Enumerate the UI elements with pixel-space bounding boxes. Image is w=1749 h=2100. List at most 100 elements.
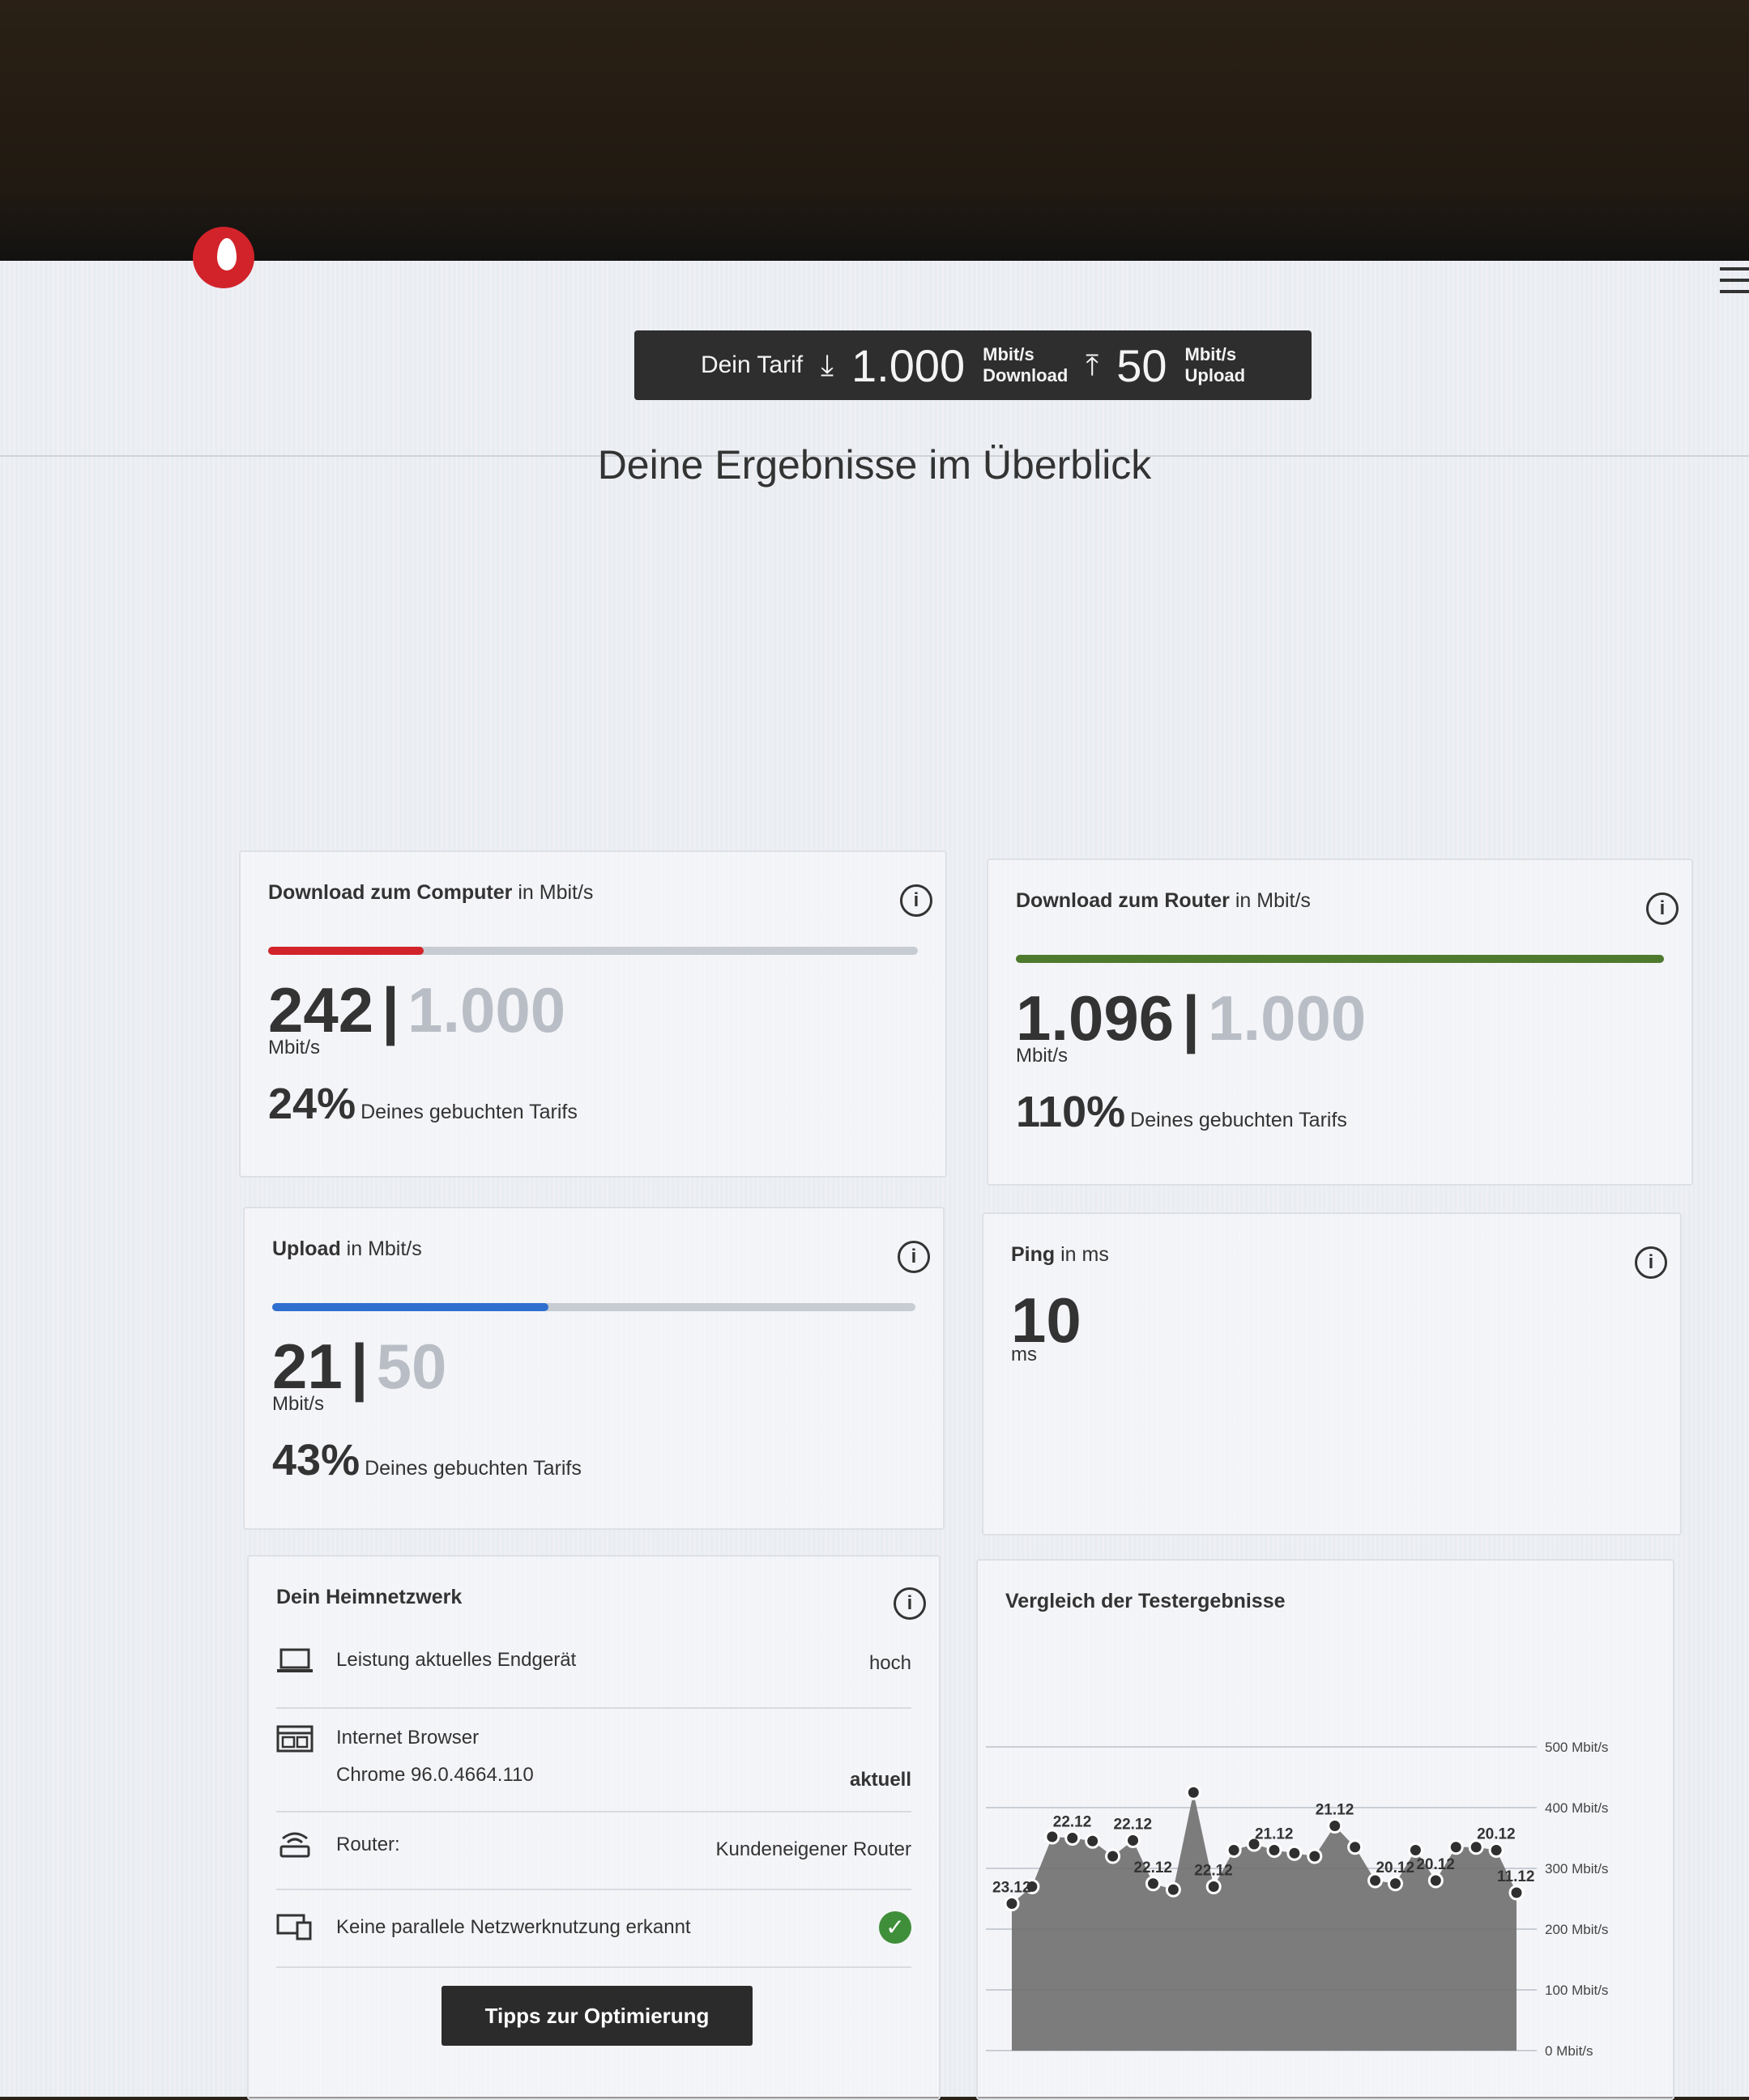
top-navigation — [0, 261, 1749, 457]
data-point — [1427, 1872, 1444, 1889]
list-item: Internet Browser Chrome 96.0.4664.110 ak… — [276, 1707, 911, 1812]
data-point — [1488, 1842, 1504, 1858]
data-point — [1286, 1845, 1303, 1861]
unit-label: Mbit/s — [272, 1393, 325, 1415]
unit-label: Mbit/s — [1016, 1045, 1069, 1067]
data-point — [1246, 1836, 1262, 1852]
card-title: Download zum Computer in Mbit/s — [268, 881, 594, 904]
browser-icon — [276, 1725, 314, 1753]
download-arrow-icon: ⤓ — [821, 347, 834, 381]
data-point — [1327, 1818, 1343, 1834]
monitor-bezel — [0, 0, 1749, 267]
progress-fill — [268, 947, 424, 955]
point-label: 22.12 — [1133, 1859, 1172, 1876]
data-point — [1145, 1876, 1161, 1892]
y-tick-label: 500 Mbit/s — [1545, 1740, 1608, 1755]
info-icon[interactable]: i — [894, 1587, 926, 1620]
vodafone-logo[interactable] — [193, 227, 254, 288]
data-point — [1307, 1848, 1323, 1864]
progress-fill — [1016, 955, 1664, 963]
data-point — [1508, 1885, 1525, 1901]
hamburger-icon[interactable] — [1720, 267, 1749, 301]
point-label: 20.12 — [1477, 1826, 1516, 1843]
data-point — [1064, 1830, 1081, 1846]
point-label: 22.12 — [1053, 1814, 1092, 1831]
percent-value: 43% Deines gebuchten Tarifs — [272, 1436, 582, 1484]
check-icon: ✓ — [879, 1911, 911, 1944]
unit-label: Mbit/s — [268, 1037, 321, 1059]
measured-value: 242 | 1.000 — [268, 974, 566, 1046]
point-label: 20.12 — [1376, 1859, 1414, 1876]
laptop-icon — [277, 1648, 313, 1672]
vergleich-card: Vergleich der Testergebnisse 0 Mbit/s 100… — [976, 1559, 1674, 2100]
data-point — [1205, 1879, 1222, 1894]
card-title: Download zum Router in Mbit/s — [1016, 889, 1311, 912]
progress-bar — [272, 1303, 915, 1311]
y-tick-label: 200 Mbit/s — [1545, 1922, 1608, 1937]
point-label: 23.12 — [992, 1880, 1031, 1897]
list-item: Router: Kundeneigener Router — [276, 1811, 911, 1890]
data-point — [1367, 1872, 1384, 1889]
ping-value: 10 — [1011, 1284, 1081, 1356]
point-label: 21.12 — [1255, 1826, 1294, 1843]
download-computer-card: Download zum Computer in Mbit/s i 242 | 1.… — [239, 850, 947, 1178]
card-title: Upload in Mbit/s — [272, 1237, 422, 1260]
data-point — [1185, 1784, 1201, 1800]
progress-bar — [1016, 955, 1664, 963]
y-tick-label: 100 Mbit/s — [1545, 1983, 1608, 1998]
upload-arrow-icon: ⤒ — [1086, 347, 1099, 381]
devices-icon — [276, 1914, 312, 1940]
tarif-upload-value: 50 — [1116, 339, 1167, 391]
y-tick-label: 300 Mbit/s — [1545, 1861, 1608, 1876]
download-router-card: Download zum Router in Mbit/s i 1.096 | 1.… — [987, 858, 1693, 1186]
router-wifi-icon — [279, 1832, 310, 1858]
card-title: Ping in ms — [1011, 1243, 1109, 1266]
data-point — [1125, 1833, 1141, 1848]
data-point — [1024, 1879, 1040, 1894]
data-point — [1387, 1876, 1403, 1892]
info-icon[interactable]: i — [1646, 892, 1679, 925]
point-label: 20.12 — [1416, 1856, 1455, 1873]
data-point — [1226, 1842, 1242, 1858]
ping-unit: ms — [1011, 1344, 1037, 1365]
data-point — [1407, 1842, 1423, 1858]
upload-card: Upload in Mbit/s i 21 | 50 Mbit/s 43% Deine… — [243, 1207, 945, 1530]
area-series — [1012, 1792, 1517, 2051]
info-icon[interactable]: i — [900, 884, 932, 917]
y-tick-label: 0 Mbit/s — [1545, 2043, 1593, 2059]
y-tick-label: 400 Mbit/s — [1545, 1800, 1608, 1816]
data-point — [1266, 1842, 1282, 1858]
data-point — [1165, 1881, 1181, 1898]
list-item: Keine parallele Netzwerknutzung erkannt … — [276, 1889, 911, 1968]
tarif-upload-unit: Mbit/s Upload — [1184, 344, 1246, 385]
tarif-label: Dein Tarif — [700, 351, 804, 378]
point-label: 22.12 — [1194, 1863, 1233, 1880]
tarif-download-unit: Mbit/s Download — [983, 344, 1069, 385]
tarif-banner: Dein Tarif ⤓ 1.000 Mbit/s Download ⤒ 50 … — [634, 330, 1312, 400]
data-point — [1105, 1848, 1121, 1864]
measured-value: 21 | 50 — [272, 1331, 447, 1402]
progress-bar — [268, 947, 918, 955]
point-label: 22.12 — [1114, 1817, 1153, 1834]
data-point — [1347, 1839, 1363, 1855]
card-title: Dein Heimnetzwerk — [276, 1586, 463, 1608]
data-point — [1044, 1829, 1060, 1845]
percent-value: 24% Deines gebuchten Tarifs — [268, 1080, 578, 1128]
measured-value: 1.096 | 1.000 — [1016, 982, 1367, 1054]
optimization-tips-button[interactable]: Tipps zur Optimierung — [442, 1986, 753, 2046]
data-point — [1448, 1839, 1464, 1855]
ping-card: Ping in ms i 10 ms — [982, 1212, 1682, 1536]
data-point — [1085, 1833, 1101, 1849]
point-label: 21.12 — [1316, 1802, 1354, 1819]
info-icon[interactable]: i — [1635, 1246, 1667, 1279]
progress-fill — [272, 1303, 549, 1311]
point-label: 11.12 — [1497, 1868, 1535, 1885]
comparison-chart: 0 Mbit/s 100 Mbit/s 200 Mbit/s 300 Mbit/s 40… — [986, 1740, 1608, 2059]
page-title: Deine Ergebnisse im Überblick — [597, 442, 1152, 488]
heimnetzwerk-card: Dein Heimnetzwerk i Leistung aktuelles E… — [247, 1555, 941, 2100]
list-item: Leistung aktuelles Endgerät hoch — [276, 1641, 911, 1709]
info-icon[interactable]: i — [898, 1241, 930, 1273]
data-point — [1468, 1839, 1484, 1855]
percent-value: 110% Deines gebuchten Tarifs — [1016, 1088, 1347, 1136]
tarif-download-value: 1.000 — [851, 339, 966, 391]
